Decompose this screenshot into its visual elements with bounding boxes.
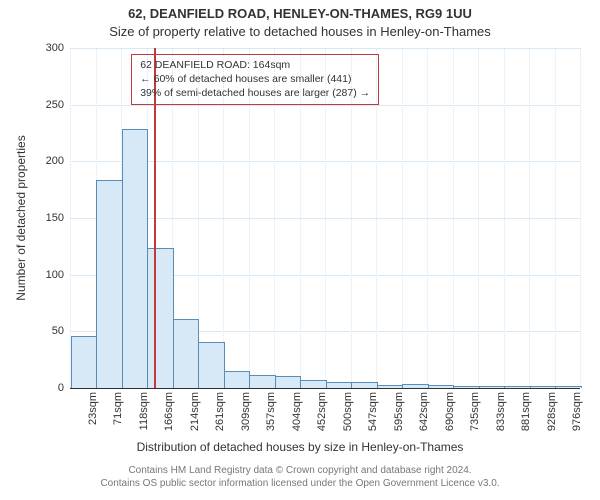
histogram-bar — [147, 248, 174, 388]
histogram-bar — [300, 380, 327, 388]
x-axis-line — [70, 388, 580, 389]
histogram-bar — [249, 375, 276, 388]
grid-line-v — [402, 48, 403, 388]
y-tick-label: 150 — [24, 212, 64, 224]
x-axis-label: Distribution of detached houses by size … — [0, 440, 600, 454]
y-tick-label: 300 — [24, 42, 64, 54]
histogram-bar — [198, 342, 225, 388]
chart-plot-area: 05010015020025030023sqm71sqm118sqm166sqm… — [70, 48, 580, 388]
x-tick-label: 976sqm — [571, 392, 583, 431]
grid-line-v — [529, 48, 530, 388]
annotation-line: 62 DEANFIELD ROAD: 164sqm — [140, 58, 370, 72]
footer-attribution: Contains HM Land Registry data © Crown c… — [0, 464, 600, 490]
x-tick-label: 166sqm — [163, 392, 175, 431]
x-tick-label: 833sqm — [495, 392, 507, 431]
x-tick-label: 404sqm — [291, 392, 303, 431]
y-tick-label: 200 — [24, 155, 64, 167]
x-tick-label: 261sqm — [214, 392, 226, 431]
grid-line-v — [555, 48, 556, 388]
x-tick-label: 23sqm — [87, 392, 99, 425]
histogram-bar — [122, 129, 149, 388]
page-title-line1: 62, DEANFIELD ROAD, HENLEY-ON-THAMES, RG… — [0, 6, 600, 21]
x-tick-label: 309sqm — [240, 392, 252, 431]
y-tick-label: 250 — [24, 99, 64, 111]
grid-line-v — [580, 48, 581, 388]
footer-line1: Contains HM Land Registry data © Crown c… — [0, 464, 600, 477]
x-tick-label: 214sqm — [189, 392, 201, 431]
grid-line-v — [453, 48, 454, 388]
grid-line-v — [427, 48, 428, 388]
y-tick-label: 50 — [24, 325, 64, 337]
x-tick-label: 642sqm — [418, 392, 430, 431]
x-tick-label: 357sqm — [265, 392, 277, 431]
x-tick-label: 547sqm — [367, 392, 379, 431]
x-tick-label: 500sqm — [342, 392, 354, 431]
x-tick-label: 452sqm — [316, 392, 328, 431]
page-title-line2: Size of property relative to detached ho… — [0, 24, 600, 39]
x-tick-label: 595sqm — [393, 392, 405, 431]
x-tick-label: 118sqm — [138, 392, 150, 430]
histogram-bar — [96, 180, 123, 388]
histogram-bar — [71, 336, 98, 388]
grid-line-v — [504, 48, 505, 388]
x-tick-label: 881sqm — [520, 392, 532, 431]
annotation-line: ← 60% of detached houses are smaller (44… — [140, 72, 370, 86]
x-tick-label: 690sqm — [444, 392, 456, 431]
x-tick-label: 735sqm — [469, 392, 481, 431]
footer-line2: Contains OS public sector information li… — [0, 477, 600, 490]
histogram-bar — [275, 376, 302, 388]
annotation-line: 39% of semi-detached houses are larger (… — [140, 86, 370, 100]
annotation-box: 62 DEANFIELD ROAD: 164sqm← 60% of detach… — [131, 54, 379, 105]
x-tick-label: 928sqm — [546, 392, 558, 431]
grid-line-v — [478, 48, 479, 388]
histogram-bar — [173, 319, 200, 388]
histogram-bar — [224, 371, 251, 388]
y-tick-label: 0 — [24, 382, 64, 394]
x-tick-label: 71sqm — [112, 392, 124, 425]
y-tick-label: 100 — [24, 269, 64, 281]
